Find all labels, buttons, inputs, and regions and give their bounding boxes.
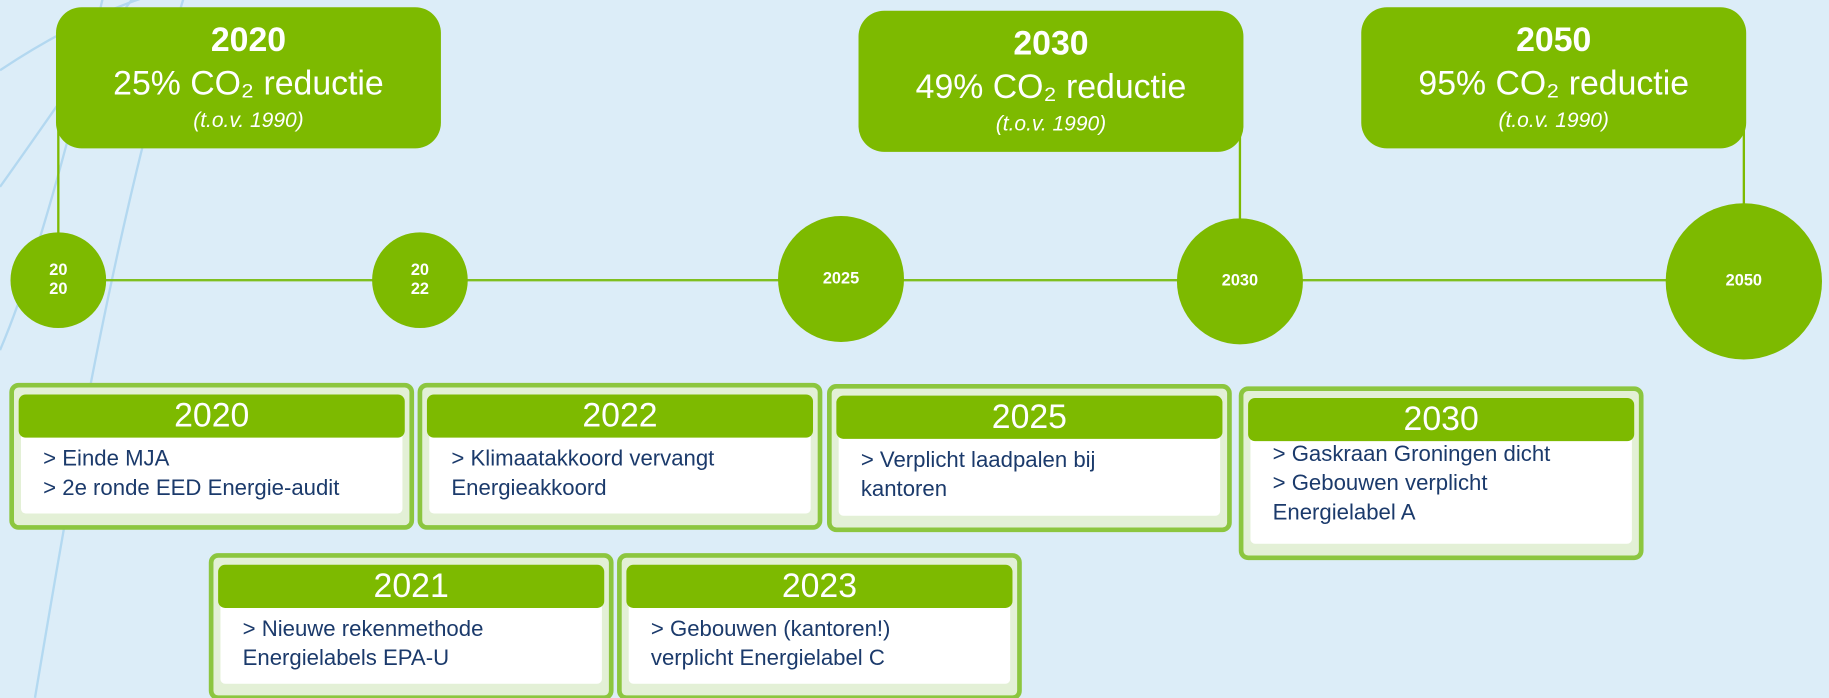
goal-note: (t.o.v. 1990) [1499,109,1609,132]
event-line: verplicht Energielabel C [651,645,885,670]
goal-year: 2030 [1013,25,1088,63]
event-header [218,564,605,608]
event-body [628,599,1011,684]
timeline-node [10,232,107,329]
event-line: Energielabels EPA-U [243,645,449,670]
timeline-label: 20 [49,261,67,279]
goal-note: (t.o.v. 1990) [193,109,303,132]
timeline-label: 22 [411,280,429,298]
goal-box [55,7,441,149]
timeline-label: 20 [411,261,429,279]
timeline-node [778,216,905,343]
goal-year: 2050 [1516,21,1591,59]
event-header [626,564,1013,608]
timeline-node [372,232,468,329]
goal-year: 2020 [211,21,286,59]
event-body [838,430,1221,516]
event-line: Energielabel A [1273,499,1416,524]
event-body [20,429,403,514]
event-year: 2021 [374,567,449,605]
event-line: > Gaskraan Groningen dicht [1273,441,1551,466]
timeline-label: 20 [49,280,67,298]
goal-box [858,10,1244,152]
event-body [429,429,811,514]
event-line: Energieakkoord [451,475,606,500]
event-line: kantoren [861,476,947,501]
event-year: 2025 [992,398,1067,436]
event-year: 2022 [582,397,657,435]
event-line: > Gebouwen verplicht [1273,470,1488,495]
event-header [1248,397,1635,442]
event-line: > Nieuwe rekenmethode [243,616,484,641]
event-header [426,394,814,438]
timeline-label: 2030 [1222,272,1258,290]
event-body [220,599,602,684]
timeline-label: 2025 [823,269,859,287]
event-header [18,394,405,438]
event-line: > Einde MJA [43,446,169,471]
timeline-node [1176,218,1303,345]
timeline-label: 2050 [1726,272,1762,290]
goal-text: 25% CO₂ reductie [113,64,384,102]
event-year: 2030 [1404,400,1479,438]
event-year: 2023 [782,567,857,605]
event-body [1250,432,1632,544]
event-header [836,395,1223,439]
event-year: 2020 [174,397,249,435]
goal-note: (t.o.v. 1990) [996,113,1106,136]
event-line: > 2e ronde EED Energie-audit [43,475,339,500]
event-line: > Verplicht laadpalen bij [861,447,1096,472]
timeline-node [1665,203,1823,360]
goal-text: 95% CO₂ reductie [1418,64,1689,102]
event-line: > Gebouwen (kantoren!) [651,616,891,641]
goal-text: 49% CO₂ reductie [916,68,1187,106]
event-line: > Klimaatakkoord vervangt [451,446,714,471]
goal-box [1361,7,1747,149]
